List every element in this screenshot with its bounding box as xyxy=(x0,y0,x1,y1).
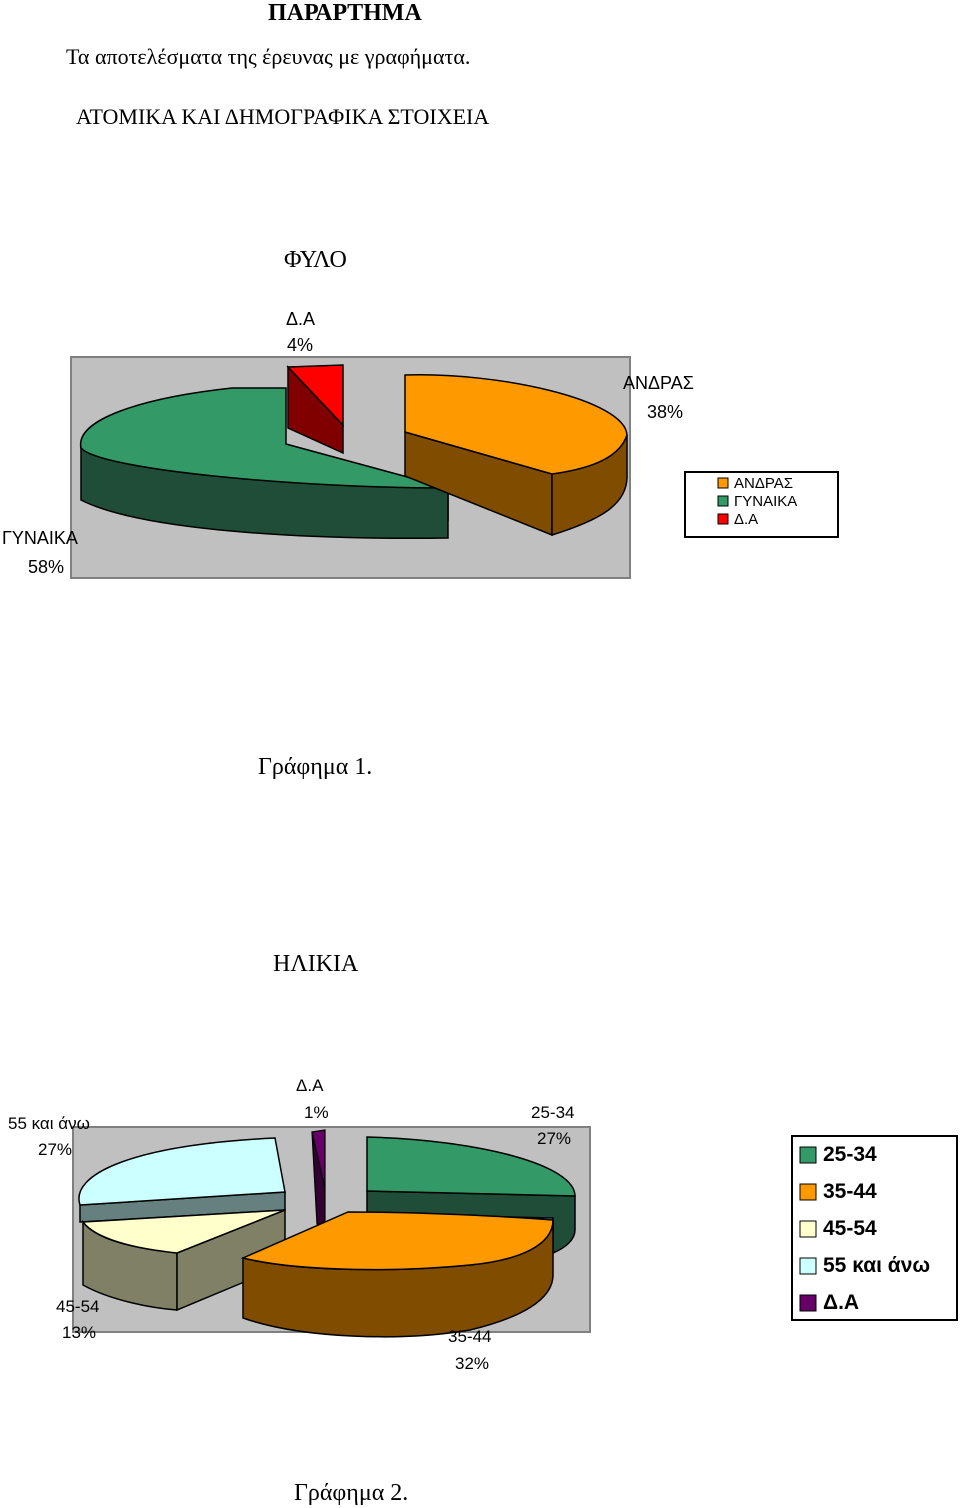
chart2-slice-3 xyxy=(78,1137,286,1206)
chart1-legend-swatch-0 xyxy=(717,477,729,489)
chart1-label-2-pct: 4% xyxy=(287,335,314,355)
chart2-slice-4 xyxy=(311,1129,326,1189)
chart2-label-2-pct: 13% xyxy=(62,1323,97,1342)
chart2-legend-label-0: 25-34 xyxy=(823,1143,877,1166)
chart1-legend-label-2: Δ.Α xyxy=(734,511,759,528)
chart2-legend-label-1: 35-44 xyxy=(823,1180,877,1203)
chart1-slice-1 xyxy=(80,387,449,489)
chart1-label-0-pct: 38% xyxy=(647,402,684,422)
appendix-heading: ΠΑΡΑΡΤΗΜΑ xyxy=(268,0,422,26)
chart2-legend-swatch-3 xyxy=(799,1257,817,1275)
chart2-slice-1 xyxy=(240,1211,554,1271)
chart2-title: ΗΛΙΚΙΑ xyxy=(273,951,359,977)
chart1-legend-swatch-1 xyxy=(717,495,729,507)
chart1-label-1-name: ΓΥΝΑΙΚΑ xyxy=(2,528,78,548)
chart1-label-0-name: ΑΝΔΡΑΣ xyxy=(623,373,694,393)
chart1-label-2-name: Δ.Α xyxy=(286,309,316,329)
chart2-legend-swatch-1 xyxy=(799,1183,817,1201)
chart2-slice-0 xyxy=(366,1136,576,1197)
chart2-legend-swatch-2 xyxy=(799,1220,817,1238)
chart2-label-1-name: 35-44 xyxy=(448,1327,492,1346)
page-subtitle: Τα αποτελέσματα της έρευνας με γραφήματα… xyxy=(66,44,471,69)
chart2-legend-label-3: 55 και άνω xyxy=(823,1254,931,1277)
chart2-label-4-name: Δ.Α xyxy=(296,1076,324,1095)
chart2-label-3-name: 55 και άνω xyxy=(8,1114,90,1133)
chart2-label-3-pct: 27% xyxy=(38,1140,73,1159)
chart1-legend-label-1: ΓΥΝΑΙΚΑ xyxy=(734,493,798,510)
chart2-slice-2 xyxy=(81,1209,286,1254)
chart2-label-0-pct: 27% xyxy=(537,1129,572,1148)
chart1-slice-2 xyxy=(286,364,344,427)
chart2-legend-label-2: 45-54 xyxy=(823,1217,877,1240)
chart2-label-1-pct: 32% xyxy=(455,1354,490,1373)
chart2-legend-swatch-0 xyxy=(799,1146,817,1164)
chart1-title: ΦΥΛΟ xyxy=(284,247,347,273)
chart1-legend-swatch-2 xyxy=(717,513,729,525)
chart1-caption: Γράφημα 1. xyxy=(258,754,373,780)
chart2-label-2-name: 45-54 xyxy=(56,1297,100,1316)
chart2-legend-swatch-4 xyxy=(799,1294,817,1312)
chart2-caption: Γράφημα 2. xyxy=(294,1480,409,1506)
chart2-label-4-pct: 1% xyxy=(304,1103,329,1122)
chart1-legend-label-0: ΑΝΔΡΑΣ xyxy=(734,475,794,492)
chart2-legend-label-4: Δ.Α xyxy=(823,1291,860,1314)
chart1-legend xyxy=(684,471,839,538)
chart1-slice-0 xyxy=(404,374,628,475)
chart2-legend xyxy=(791,1135,958,1321)
section-heading: ΑΤΟΜΙΚΑ ΚΑΙ ΔΗΜΟΓΡΑΦΙΚΑ ΣΤΟΙΧΕΙΑ xyxy=(76,104,490,129)
chart2-label-0-name: 25-34 xyxy=(531,1103,575,1122)
chart1-label-1-pct: 58% xyxy=(28,557,65,577)
